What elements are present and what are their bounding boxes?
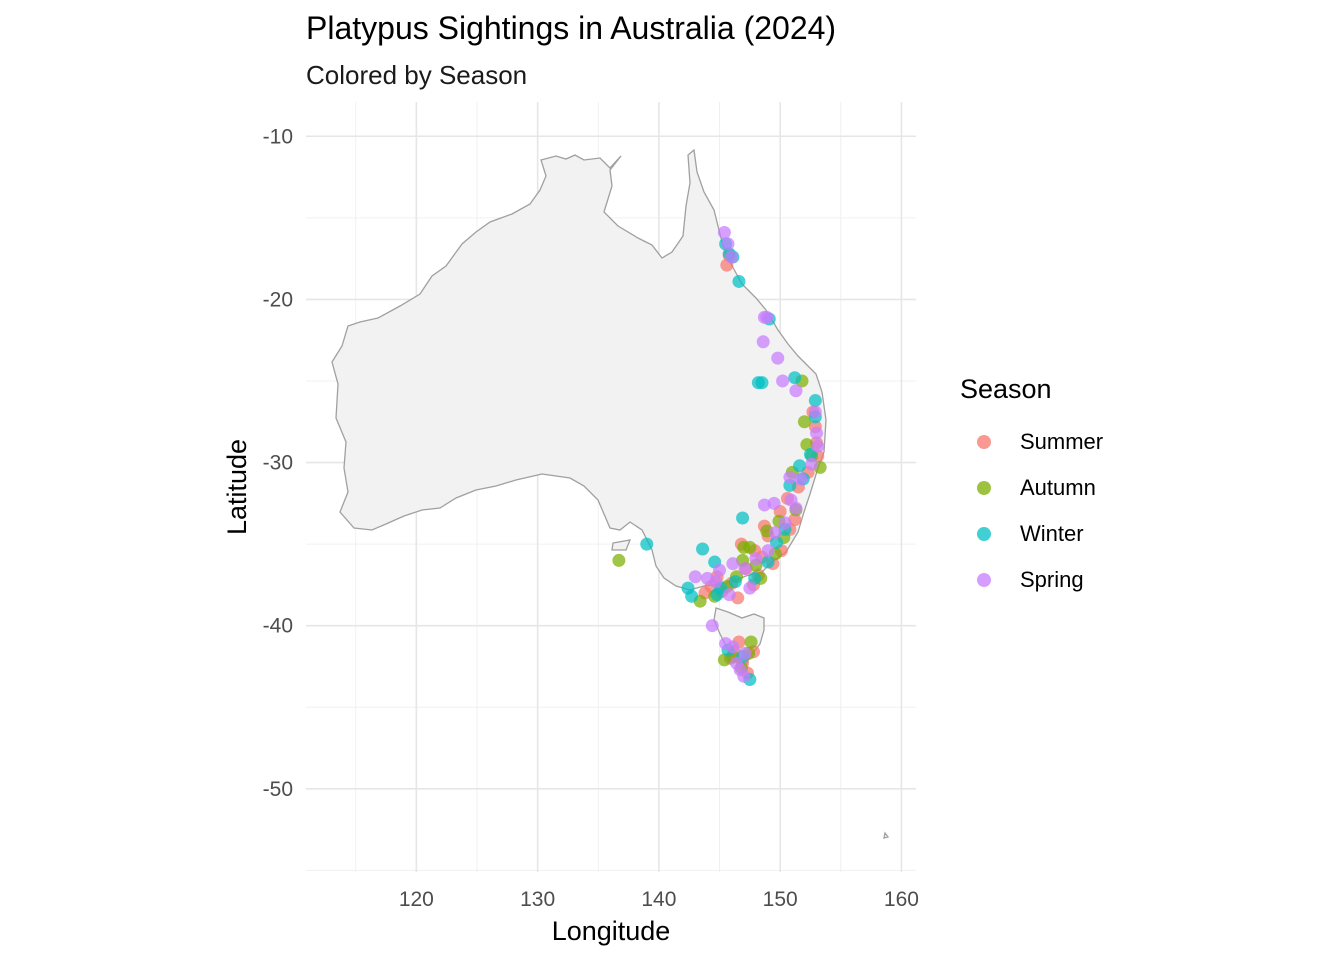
sighting-point <box>756 335 770 349</box>
sighting-point <box>755 376 769 390</box>
legend-label-summer: Summer <box>1020 429 1104 454</box>
australia-outline <box>331 148 890 839</box>
sighting-point <box>800 438 814 452</box>
sighting-point <box>789 384 803 398</box>
y-tick-label: -20 <box>263 288 293 311</box>
legend-key-spring <box>977 573 991 587</box>
x-axis-title: Longitude <box>552 916 671 946</box>
legend-item-winter: Winter <box>960 511 1103 557</box>
sighting-point <box>743 540 757 554</box>
sighting-point <box>738 646 752 660</box>
sighting-point <box>736 511 750 525</box>
sighting-point <box>710 588 724 602</box>
y-tick-label: -10 <box>263 125 293 148</box>
sighting-point <box>688 570 702 584</box>
legend-item-summer: Summer <box>960 419 1103 465</box>
legend-item-autumn: Autumn <box>960 465 1103 511</box>
sighting-point <box>808 405 822 419</box>
sighting-point <box>737 669 751 683</box>
chart-subtitle: Colored by Season <box>306 60 528 90</box>
sighting-point <box>767 496 781 510</box>
x-tick-label: 130 <box>520 888 555 911</box>
sighting-point <box>805 457 819 471</box>
sighting-point <box>728 575 742 589</box>
y-tick-label: -50 <box>263 778 293 801</box>
legend-label-winter: Winter <box>1020 521 1084 546</box>
sighting-point <box>726 557 740 571</box>
data-points <box>612 226 827 686</box>
sighting-point <box>789 501 803 515</box>
legend-item-spring: Spring <box>960 557 1103 603</box>
sighting-point <box>760 310 774 324</box>
sighting-point <box>749 552 763 566</box>
sighting-point <box>725 250 739 264</box>
sighting-point <box>705 619 719 633</box>
sighting-point <box>717 653 731 667</box>
sighting-point <box>730 656 744 670</box>
legend-label-spring: Spring <box>1020 567 1084 592</box>
sighting-point <box>719 637 733 651</box>
sighting-point <box>761 544 775 558</box>
legend-key-winter <box>977 527 991 541</box>
sighting-point <box>732 274 746 288</box>
legend-key-summer <box>977 435 991 449</box>
sighting-point <box>685 589 699 603</box>
sighting-point <box>743 581 757 595</box>
sighting-point <box>797 415 811 429</box>
sighting-point <box>738 562 752 576</box>
sighting-point <box>722 588 736 602</box>
sighting-point <box>713 563 727 577</box>
sighting-point <box>771 351 785 365</box>
series-spring <box>688 226 825 683</box>
sighting-point <box>794 472 808 486</box>
sighting-point <box>788 371 802 385</box>
x-tick-label: 120 <box>399 888 434 911</box>
x-tick-label: 160 <box>884 888 919 911</box>
sighting-point <box>776 374 790 388</box>
sighting-point <box>793 459 807 473</box>
sighting-point <box>808 394 822 408</box>
sighting-point <box>709 575 723 589</box>
sighting-point <box>696 542 710 556</box>
legend: Season Summer Autumn Winter Spring <box>960 374 1103 603</box>
sighting-point <box>770 535 784 549</box>
sighting-point <box>744 635 758 649</box>
sighting-point <box>810 426 824 440</box>
sighting-point <box>612 553 626 567</box>
chart-title: Platypus Sightings in Australia (2024) <box>306 10 837 46</box>
sighting-point <box>768 526 782 540</box>
sighting-point <box>748 571 762 585</box>
x-tick-label: 140 <box>641 888 676 911</box>
legend-key-autumn <box>977 481 991 495</box>
axes: 120 130 140 150 160 -10 -20 -30 -40 -50 Longitude L… <box>222 125 919 946</box>
sighting-point <box>757 498 771 512</box>
y-axis-title: Latitude <box>222 439 252 535</box>
sighting-point <box>778 516 792 530</box>
grid-lines <box>306 102 916 872</box>
sighting-point <box>783 470 797 484</box>
sighting-point <box>811 439 825 453</box>
sighting-point <box>761 555 775 569</box>
sighting-point <box>721 237 735 251</box>
x-tick-label: 150 <box>763 888 798 911</box>
legend-title: Season <box>960 374 1052 404</box>
y-tick-label: -40 <box>263 615 293 638</box>
sighting-point <box>640 537 654 551</box>
legend-label-autumn: Autumn <box>1020 475 1096 500</box>
y-tick-label: -30 <box>263 452 293 475</box>
sighting-point <box>717 226 731 240</box>
